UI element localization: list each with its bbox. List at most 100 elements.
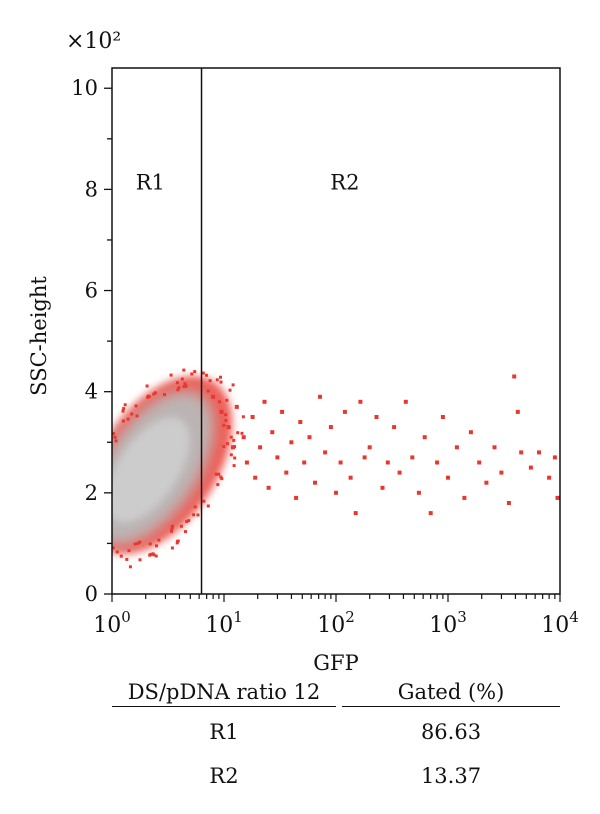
cloud-rim-dot <box>154 554 158 558</box>
cloud-rim-dot <box>114 439 118 443</box>
cloud-rim-dot <box>216 483 220 487</box>
cloud-rim-dot <box>232 438 236 442</box>
cloud-rim-dot <box>208 379 212 383</box>
data-point <box>519 450 524 455</box>
data-point <box>244 460 249 465</box>
cloud-rim-dot <box>240 431 244 435</box>
cloud-rim-dot <box>103 460 106 463</box>
cloud-rim-dot <box>232 464 236 468</box>
cloud-rim-dot <box>103 539 106 542</box>
cloud-rim-dot <box>91 455 94 458</box>
cloud-rim-dot <box>107 554 110 557</box>
cloud-rim-dot <box>88 510 91 513</box>
cloud-rim-dot <box>202 499 206 503</box>
cloud-rim-dot <box>149 552 153 556</box>
cloud-rim-dot <box>175 541 179 545</box>
cloud-rim-dot <box>170 526 174 529</box>
cloud-rim-dot <box>225 398 229 402</box>
data-point <box>492 445 497 450</box>
data-point <box>258 445 263 450</box>
cloud-center <box>112 417 190 523</box>
cloud-rim-dot <box>95 540 98 543</box>
cloud-rim-dot <box>196 513 200 517</box>
cloud-rim-dot <box>153 391 157 395</box>
data-point <box>358 399 363 404</box>
data-point <box>454 445 459 450</box>
cloud-rim-dot <box>90 554 93 557</box>
x-tick-label: 103 <box>429 608 467 638</box>
data-point <box>318 394 322 399</box>
cloud-rim-dot <box>229 435 233 439</box>
data-point <box>385 460 390 465</box>
cloud-rim-dot <box>169 373 173 377</box>
x-tick-label: 104 <box>541 608 579 638</box>
y-axis-label: SSC-height <box>27 276 51 396</box>
cloud-rim-dot <box>236 431 240 435</box>
table-header-gated: Gated (%) <box>342 680 560 707</box>
data-point <box>289 440 294 445</box>
data-point <box>506 501 511 505</box>
cloud-rim-dot <box>176 539 180 543</box>
cloud-rim-dot <box>92 448 95 451</box>
data-point <box>374 415 379 419</box>
data-point <box>226 425 231 430</box>
gated-percent-table: DS/pDNA ratio 12 Gated (%) R1 86.63 R2 1… <box>112 676 560 798</box>
cloud-rim-dot <box>218 400 221 404</box>
cloud-rim-dot <box>219 375 222 379</box>
cloud-rim-dot <box>187 519 191 523</box>
cloud-rim-dot <box>92 459 95 462</box>
cloud-rim-dot <box>176 388 180 392</box>
cloud-rim-dot <box>122 407 126 411</box>
data-point <box>528 465 533 470</box>
data-point <box>313 480 317 485</box>
cloud-rim-dot <box>177 386 181 390</box>
cloud-rim-dot <box>105 559 108 562</box>
cloud-rim-dot <box>163 393 166 397</box>
cloud-rim-dot <box>152 392 156 396</box>
cloud-rim-dot <box>169 529 173 533</box>
dense-population <box>77 368 560 569</box>
cloud-rim-dot <box>128 565 132 569</box>
data-point <box>270 430 275 435</box>
cloud-rim-dot <box>96 514 99 517</box>
data-point <box>280 409 285 414</box>
cloud-rim-dot <box>225 442 229 446</box>
cloud-rim-dot <box>77 525 80 528</box>
cloud-rim-dot <box>138 540 142 544</box>
cloud-rim-dot <box>93 466 96 469</box>
cloud-rim-dot <box>107 432 110 435</box>
table-cell-region: R1 <box>209 720 239 744</box>
cloud-rim-dot <box>105 450 108 453</box>
data-point <box>380 485 385 490</box>
cloud-rim-dot <box>98 538 101 541</box>
table-cell-region: R2 <box>209 764 239 788</box>
cloud-rim-dot <box>136 541 140 545</box>
data-point <box>477 460 482 465</box>
data-point <box>307 435 312 440</box>
table-header-sample: DS/pDNA ratio 12 <box>112 680 336 707</box>
cloud-rim-dot <box>134 404 138 408</box>
cloud-rim-dot <box>115 550 119 554</box>
data-point <box>262 399 267 404</box>
y-tick-label: 4 <box>85 380 98 404</box>
x-axis-label: GFP <box>313 651 358 675</box>
data-point <box>241 435 246 440</box>
cloud-rim-dot <box>112 432 115 435</box>
data-point <box>342 409 347 414</box>
region-label-r2: R2 <box>330 170 359 194</box>
cloud-rim-dot <box>98 520 101 523</box>
cloud-rim-dot <box>106 437 109 440</box>
cloud-rim-dot <box>91 512 94 515</box>
cloud-rim-dot <box>193 505 197 509</box>
cloud-rim-dot <box>135 414 139 418</box>
cloud-rim-dot <box>125 557 129 561</box>
cloud-rim-dot <box>180 377 184 381</box>
x-tick-label: 102 <box>317 608 355 638</box>
data-point <box>440 415 445 419</box>
cloud-rim-dot <box>105 557 108 560</box>
flow-cytometry-plot: ×10² 0 2 4 6 8 10 100 101 102 103 104 R1 R2 GFP SS… <box>27 29 579 675</box>
y-tick-label: 0 <box>85 582 98 606</box>
y-tick-label: 8 <box>85 177 98 201</box>
cloud-rim-dot <box>105 445 108 448</box>
cloud-rim-dot <box>201 371 205 375</box>
